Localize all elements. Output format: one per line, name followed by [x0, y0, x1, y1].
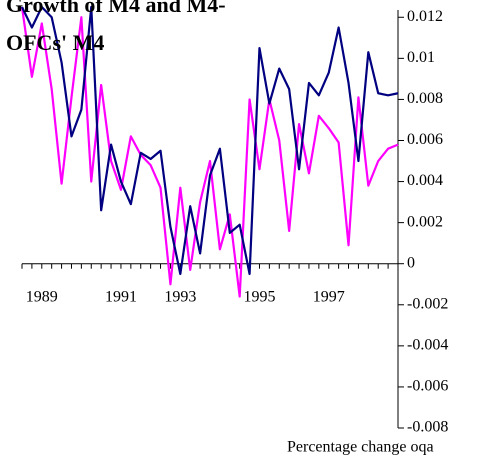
y-tick-label: 0.01	[407, 49, 435, 66]
x-tick-label: 1995	[243, 288, 275, 305]
y-tick-label: 0.012	[407, 8, 443, 25]
y-tick-label: 0.002	[407, 213, 443, 230]
y-tick-label: -0.006	[407, 378, 448, 395]
x-tick-label: 1989	[26, 288, 58, 305]
y-tick-label: 0.006	[407, 131, 443, 148]
y-tick-label: -0.004	[407, 337, 448, 354]
y-tick-label: 0	[407, 254, 415, 271]
chart-title: Growth of M4 and M4-OFCs' M4	[6, 0, 226, 55]
x-tick-label: 1993	[164, 288, 196, 305]
series-line	[21, 5, 399, 276]
y-tick-label: -0.002	[407, 295, 448, 312]
y-tick-label: 0.008	[407, 90, 443, 107]
x-tick-label: 1991	[105, 288, 137, 305]
x-tick-label: 1997	[313, 288, 345, 305]
y-tick-label: -0.008	[407, 419, 448, 436]
y-tick-label: 0.004	[407, 172, 443, 189]
plot-area	[20, 5, 399, 298]
footnote: Percentage change oqa	[287, 439, 434, 456]
